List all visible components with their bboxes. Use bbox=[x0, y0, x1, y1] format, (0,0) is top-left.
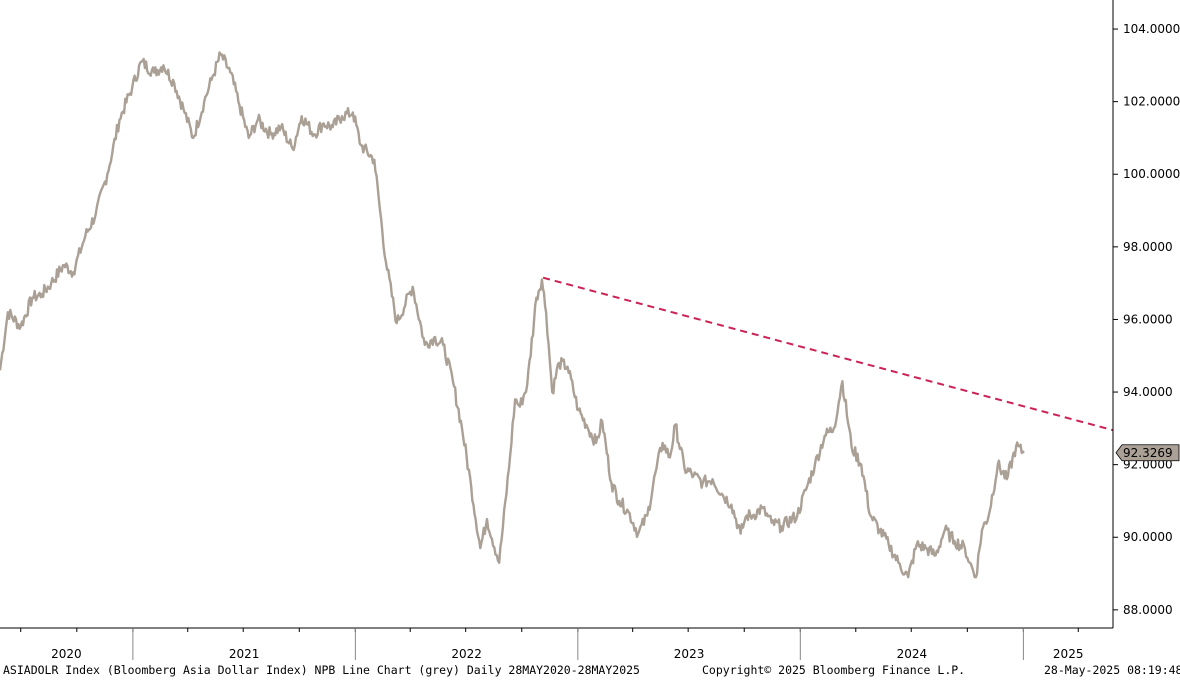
x-year-label: 2020 bbox=[51, 647, 82, 661]
y-tick-label: 98.0000 bbox=[1123, 240, 1173, 254]
last-value-label: 92.3269 bbox=[1123, 446, 1173, 460]
x-year-label: 2021 bbox=[229, 647, 260, 661]
x-year-label: 2025 bbox=[1053, 647, 1084, 661]
copyright-notice: Copyright© 2025 Bloomberg Finance L.P. bbox=[702, 663, 966, 677]
chart-description: ASIADOLR Index (Bloomberg Asia Dollar In… bbox=[3, 663, 640, 677]
y-tick-label: 100.0000 bbox=[1123, 167, 1180, 181]
y-tick-label: 102.0000 bbox=[1123, 95, 1180, 109]
y-tick-label: 104.0000 bbox=[1123, 22, 1180, 36]
x-axis: 2020 2021 2022 2023 2024 2025 bbox=[0, 627, 1113, 661]
resistance-trendline bbox=[542, 276, 1114, 432]
timestamp: 28-May-2025 08:19:48 bbox=[1044, 663, 1180, 677]
y-tick-label: 90.0000 bbox=[1123, 530, 1173, 544]
y-tick-label: 88.0000 bbox=[1123, 603, 1173, 617]
y-axis: 88.000090.000092.000094.000096.000098.00… bbox=[1112, 0, 1180, 628]
x-year-label: 2023 bbox=[674, 647, 705, 661]
plot-area bbox=[0, 51, 1114, 579]
last-value-marker bbox=[1115, 444, 1180, 462]
x-year-label: 2024 bbox=[897, 647, 928, 661]
y-tick-label: 96.0000 bbox=[1123, 312, 1173, 326]
asia-dollar-index-line bbox=[0, 51, 1025, 579]
y-tick-label: 94.0000 bbox=[1123, 385, 1173, 399]
x-year-label: 2022 bbox=[451, 647, 482, 661]
